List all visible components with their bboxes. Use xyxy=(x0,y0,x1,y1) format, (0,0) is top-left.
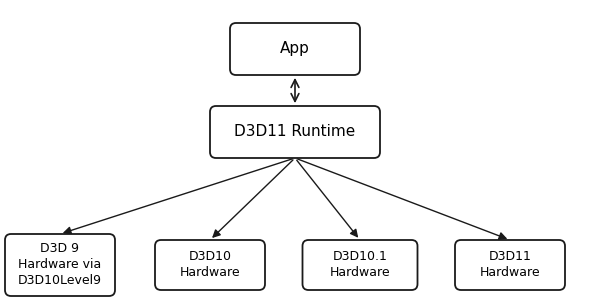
FancyBboxPatch shape xyxy=(155,240,265,290)
Text: D3D10
Hardware: D3D10 Hardware xyxy=(180,251,240,279)
FancyBboxPatch shape xyxy=(303,240,418,290)
FancyBboxPatch shape xyxy=(455,240,565,290)
Text: D3D11
Hardware: D3D11 Hardware xyxy=(479,251,540,279)
Text: D3D10.1
Hardware: D3D10.1 Hardware xyxy=(330,251,391,279)
FancyBboxPatch shape xyxy=(230,23,360,75)
FancyBboxPatch shape xyxy=(210,106,380,158)
FancyBboxPatch shape xyxy=(5,234,115,296)
Text: App: App xyxy=(280,41,310,56)
Text: D3D 9
Hardware via
D3D10Level9: D3D 9 Hardware via D3D10Level9 xyxy=(18,243,102,287)
Text: D3D11 Runtime: D3D11 Runtime xyxy=(234,125,356,139)
